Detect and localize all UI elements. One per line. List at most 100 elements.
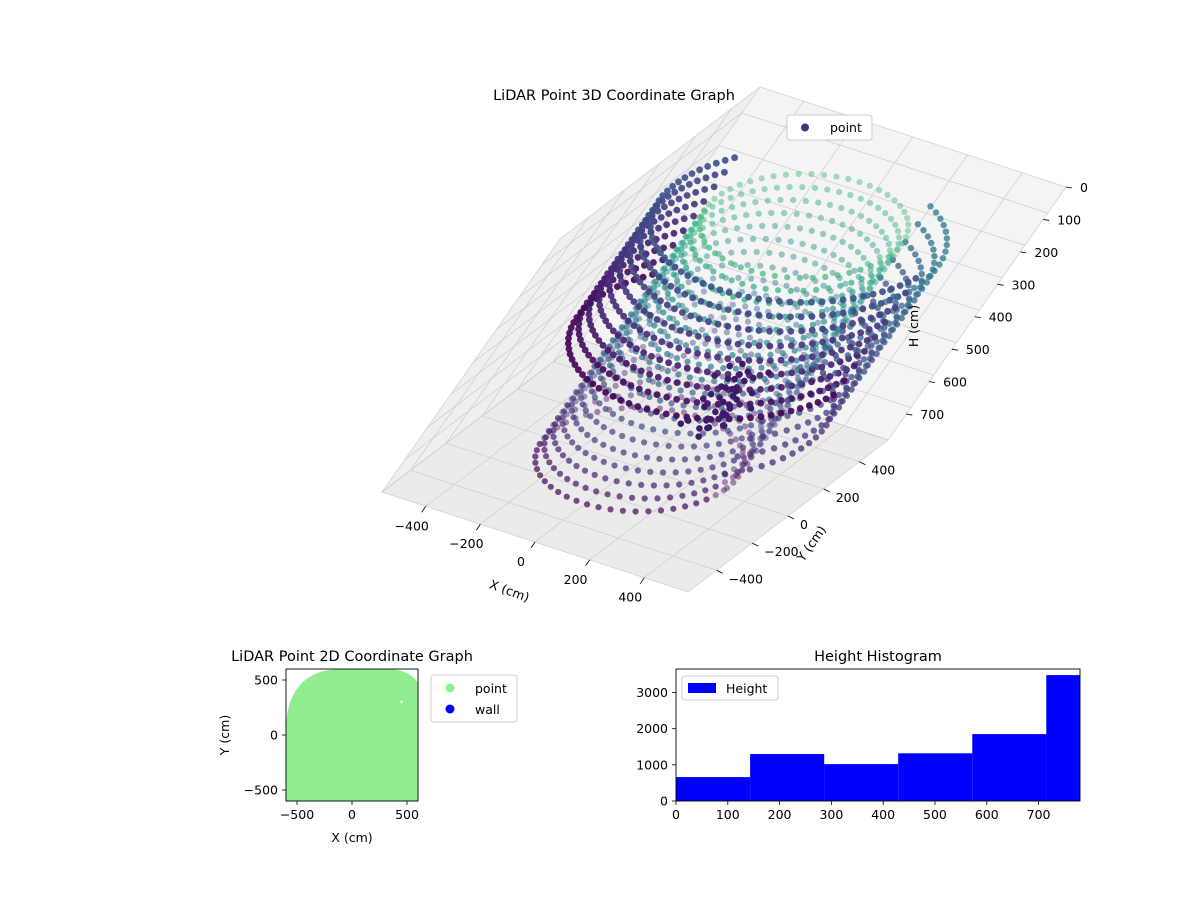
chart-3d-point bbox=[655, 346, 662, 353]
chart-3d-point bbox=[651, 293, 658, 300]
chart-3d-point bbox=[837, 398, 845, 405]
chart-3d-point bbox=[669, 182, 676, 190]
chart-3d-point bbox=[694, 332, 702, 340]
chart-3d-ticks: −400−2000200400−400−20002004000100200300… bbox=[395, 180, 1088, 605]
chart-3d-point bbox=[638, 227, 645, 235]
chart-3d-point bbox=[751, 339, 758, 346]
chart-3d-point bbox=[778, 251, 785, 258]
chart-3d-point bbox=[928, 239, 935, 247]
histogram-xtick-label: 200 bbox=[768, 807, 792, 822]
chart-3d-point bbox=[747, 178, 754, 185]
chart-3d-ztick-label: 200 bbox=[1034, 245, 1058, 260]
chart-3d-point bbox=[756, 357, 764, 365]
chart-2d-xtick-label: 0 bbox=[348, 807, 356, 822]
chart-3d-point bbox=[766, 249, 773, 256]
chart-3d-point bbox=[750, 283, 757, 290]
chart-3d-point bbox=[899, 269, 906, 276]
chart-3d-point bbox=[612, 374, 620, 382]
chart-3d-point bbox=[806, 212, 813, 219]
chart-3d-point bbox=[901, 208, 908, 215]
chart-3d-title: LiDAR Point 3D Coordinate Graph bbox=[493, 88, 735, 104]
chart-3d-point bbox=[739, 360, 746, 368]
chart-3d-point bbox=[816, 387, 823, 395]
chart-3d-point bbox=[681, 290, 689, 298]
chart-3d-point bbox=[782, 171, 790, 178]
chart-3d-point bbox=[840, 377, 848, 384]
chart-3d-point bbox=[683, 264, 690, 271]
chart-3d-point bbox=[657, 397, 664, 404]
chart-3d-point bbox=[875, 345, 882, 352]
chart-3d-point bbox=[848, 225, 855, 233]
chart-3d-point bbox=[550, 465, 558, 472]
chart-3d-point bbox=[618, 405, 625, 412]
chart-3d-point bbox=[679, 258, 687, 265]
chart-3d-point bbox=[824, 306, 831, 313]
chart-3d-point bbox=[625, 317, 632, 325]
chart-3d-point bbox=[867, 262, 874, 270]
chart-3d-point bbox=[804, 419, 812, 426]
chart-3d-point bbox=[683, 192, 691, 199]
chart-3d-point bbox=[778, 397, 785, 404]
chart-3d-point bbox=[766, 342, 774, 350]
chart-3d-point bbox=[617, 396, 625, 404]
chart-3d-point bbox=[629, 494, 636, 501]
chart-3d-point bbox=[605, 355, 612, 363]
chart-3d-point bbox=[719, 262, 726, 269]
chart-3d-point bbox=[691, 301, 698, 308]
chart-3d-point bbox=[867, 284, 874, 292]
chart-3d-point bbox=[732, 316, 740, 323]
chart-3d-point bbox=[857, 230, 864, 237]
chart-3d-point bbox=[724, 237, 732, 245]
chart-3d-point bbox=[735, 274, 742, 281]
chart-3d-point bbox=[750, 235, 757, 242]
chart-3d-point bbox=[670, 252, 677, 259]
chart-3d-point bbox=[819, 230, 827, 238]
chart-3d-point bbox=[718, 451, 725, 458]
chart-3d-point bbox=[661, 232, 669, 240]
chart-3d-point bbox=[792, 269, 799, 276]
chart-3d-xtick-label: 200 bbox=[564, 572, 588, 587]
histogram-bar bbox=[898, 753, 973, 801]
chart-3d-point bbox=[599, 342, 607, 349]
chart-3d-point bbox=[931, 253, 938, 260]
chart-3d-point bbox=[581, 346, 589, 354]
chart-3d-point bbox=[565, 345, 573, 353]
chart-3d-point bbox=[646, 370, 653, 378]
chart-3d-point bbox=[682, 314, 689, 321]
chart-3d-point bbox=[683, 381, 691, 389]
chart-3d-point bbox=[745, 341, 752, 349]
chart-3d-point bbox=[863, 337, 871, 344]
chart-3d-point bbox=[569, 439, 576, 446]
chart-3d-point bbox=[635, 385, 643, 393]
chart-3d-point bbox=[580, 304, 588, 312]
chart-3d-point bbox=[830, 305, 837, 312]
chart-3d-point bbox=[904, 227, 912, 234]
chart-3d-point bbox=[787, 328, 795, 335]
chart-3d-point bbox=[743, 212, 750, 219]
chart-3d-point bbox=[755, 210, 762, 217]
chart-3d-point bbox=[833, 173, 840, 180]
chart-3d-point bbox=[735, 331, 742, 338]
chart-3d-point bbox=[742, 352, 749, 359]
chart-3d-point bbox=[689, 245, 696, 252]
chart-3d-point bbox=[790, 253, 797, 260]
chart-3d-point bbox=[904, 215, 911, 222]
chart-3d-point bbox=[829, 311, 837, 318]
chart-3d-point bbox=[767, 385, 775, 392]
chart-3d-point bbox=[605, 370, 613, 378]
chart-3d-point bbox=[657, 249, 664, 257]
chart-3d-point bbox=[655, 197, 663, 205]
chart-3d-point bbox=[684, 417, 692, 424]
chart-3d-point bbox=[643, 259, 651, 266]
chart-3d-point bbox=[645, 288, 653, 296]
chart-3d-point bbox=[570, 395, 577, 402]
chart-3d-point bbox=[643, 454, 651, 461]
chart-3d-point bbox=[637, 298, 644, 305]
chart-3d-point bbox=[747, 405, 755, 412]
chart-3d-point bbox=[720, 422, 728, 430]
chart-3d-point bbox=[599, 366, 607, 373]
chart-3d-point bbox=[829, 336, 836, 344]
chart-3d-point bbox=[653, 244, 661, 252]
chart-3d-point bbox=[624, 268, 632, 276]
chart-3d-point bbox=[860, 368, 868, 375]
